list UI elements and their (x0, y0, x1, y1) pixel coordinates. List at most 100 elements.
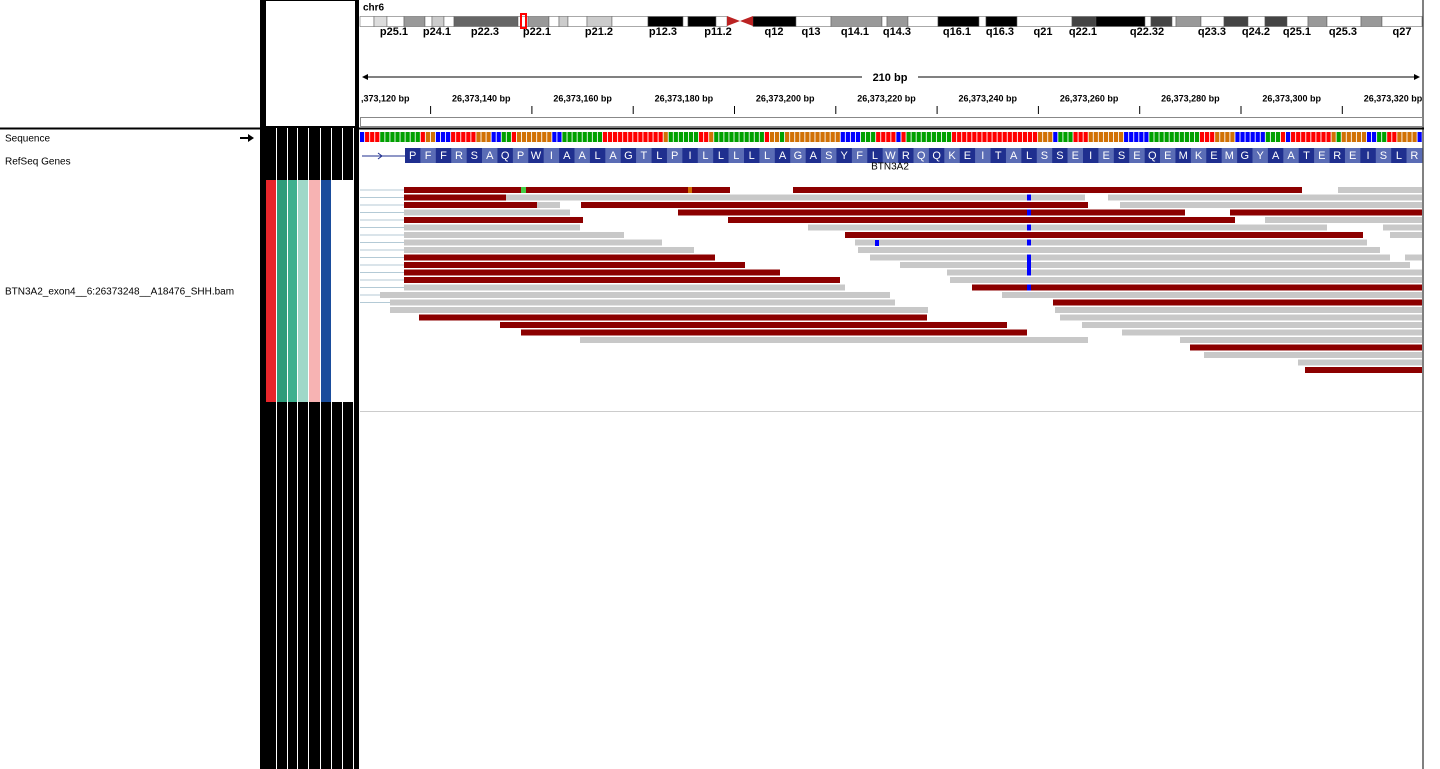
read[interactable] (1055, 307, 1422, 313)
base (613, 132, 618, 142)
read[interactable] (1230, 209, 1422, 216)
read[interactable] (1002, 292, 1422, 298)
read[interactable] (972, 284, 1422, 291)
read[interactable] (808, 224, 1327, 231)
amino-acid: Y (1257, 150, 1265, 162)
read[interactable] (380, 292, 890, 298)
cytoband[interactable] (1381, 16, 1423, 27)
read[interactable] (581, 202, 1088, 208)
ideogram[interactable] (359, 13, 1423, 29)
read[interactable] (728, 217, 1235, 223)
attribute-cell[interactable] (343, 180, 353, 402)
region-bar[interactable] (360, 117, 1423, 127)
read[interactable] (1204, 352, 1422, 358)
read[interactable] (404, 224, 580, 231)
read[interactable] (404, 232, 624, 238)
read[interactable] (404, 194, 506, 201)
read[interactable] (870, 254, 1390, 261)
cytoband[interactable] (611, 16, 649, 27)
base (714, 132, 719, 142)
read[interactable] (1060, 314, 1422, 321)
base (415, 132, 420, 142)
read[interactable] (404, 217, 583, 223)
read[interactable] (1390, 232, 1422, 238)
read[interactable] (1120, 202, 1422, 208)
read[interactable] (1053, 299, 1422, 306)
base (648, 132, 653, 142)
chromosome-name[interactable]: chr6 (363, 3, 385, 14)
read[interactable] (404, 277, 840, 283)
read[interactable] (419, 314, 927, 321)
read[interactable] (1298, 359, 1422, 366)
read[interactable] (1180, 337, 1422, 343)
read[interactable] (506, 194, 572, 201)
read[interactable] (900, 262, 1410, 268)
attribute-cell[interactable] (298, 180, 308, 402)
read[interactable] (855, 239, 1367, 246)
base (815, 132, 820, 142)
cytoband[interactable] (359, 16, 375, 27)
base (1093, 132, 1098, 142)
read[interactable] (404, 262, 745, 268)
read[interactable] (390, 307, 928, 313)
read[interactable] (1122, 329, 1422, 336)
attribute-cell[interactable] (288, 180, 297, 402)
gene-label[interactable]: BTN3A2 (871, 162, 909, 173)
base (496, 132, 501, 142)
read[interactable] (404, 239, 662, 246)
read[interactable] (500, 322, 1007, 328)
cytoband[interactable] (1171, 16, 1177, 27)
read[interactable] (404, 284, 845, 291)
cytoband[interactable] (1360, 16, 1383, 27)
read[interactable] (1338, 187, 1422, 193)
read[interactable] (404, 254, 715, 261)
base (830, 132, 835, 142)
read[interactable] (404, 209, 570, 216)
read[interactable] (1190, 344, 1422, 351)
read[interactable] (404, 187, 730, 193)
read[interactable] (1108, 194, 1422, 201)
read[interactable] (404, 247, 694, 253)
track-name[interactable]: BTN3A2_exon4__6:26373248__A18476_SHH.bam (5, 287, 234, 298)
read[interactable] (1305, 367, 1422, 373)
read[interactable] (390, 299, 895, 306)
read[interactable] (1082, 322, 1422, 328)
attribute-cell[interactable] (332, 180, 342, 402)
amino-acid: L (872, 150, 878, 162)
read[interactable] (1405, 254, 1422, 261)
cytoband[interactable] (907, 16, 939, 27)
cytoband[interactable] (682, 16, 689, 27)
read[interactable] (950, 277, 1422, 283)
read[interactable] (858, 247, 1380, 253)
base (1215, 132, 1220, 142)
track-name[interactable]: RefSeq Genes (5, 157, 71, 168)
read[interactable] (947, 269, 1422, 276)
strand-arrow[interactable] (240, 134, 254, 142)
read[interactable] (1383, 224, 1422, 231)
alignment-track[interactable] (360, 187, 1422, 373)
read[interactable] (404, 202, 537, 208)
base (607, 132, 613, 142)
codon (821, 148, 837, 163)
attribute-cell[interactable] (266, 180, 276, 402)
base (1210, 132, 1215, 142)
read[interactable] (580, 337, 1088, 343)
base (962, 132, 967, 142)
attribute-cell[interactable] (309, 180, 320, 402)
attribute-cell[interactable] (321, 180, 331, 402)
read[interactable] (845, 232, 1363, 238)
attribute-cell[interactable] (277, 180, 287, 402)
read[interactable] (793, 187, 1302, 193)
read[interactable] (1265, 217, 1422, 223)
read[interactable] (521, 329, 1027, 336)
cytoband[interactable] (558, 16, 569, 27)
read[interactable] (404, 269, 780, 276)
amino-acid: K (948, 150, 956, 162)
track-name[interactable]: Sequence (5, 134, 50, 145)
base (1407, 132, 1412, 142)
read[interactable] (678, 209, 1185, 216)
read[interactable] (537, 202, 560, 208)
read[interactable] (572, 194, 1085, 201)
base (1144, 132, 1149, 142)
